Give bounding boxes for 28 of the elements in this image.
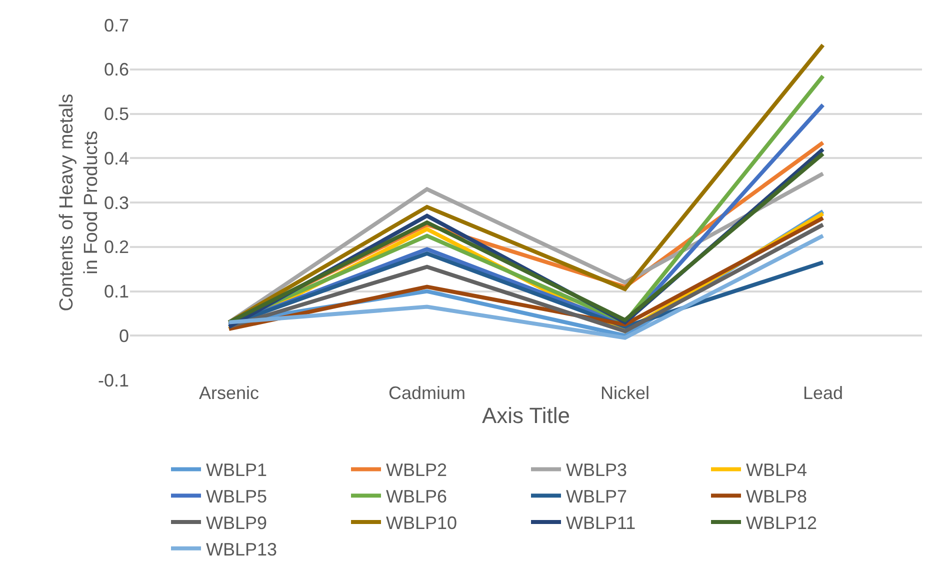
y-tick-label: 0.2 <box>104 237 129 258</box>
y-tick-label: 0.1 <box>104 282 129 302</box>
legend-label: WBLP11 <box>566 513 636 534</box>
legend-label: WBLP8 <box>746 486 808 507</box>
legend-label: WBLP3 <box>566 460 628 480</box>
x-axis-title: Axis Title <box>482 402 570 428</box>
legend-label: WBLP6 <box>386 486 448 507</box>
legend-label: WBLP9 <box>206 513 268 534</box>
y-tick-label: 0.5 <box>104 104 129 124</box>
legend-label: WBLP13 <box>206 539 278 560</box>
x-tick-label: Nickel <box>600 383 650 403</box>
y-tick-label: 0 <box>118 326 129 346</box>
y-tick-label: 0.3 <box>104 192 129 213</box>
legend-label: WBLP2 <box>386 460 448 480</box>
legend-label: WBLP1 <box>206 460 268 480</box>
x-tick-label: Lead <box>802 383 844 403</box>
legend-label: WBLP7 <box>566 486 628 507</box>
y-axis-title: Contents of Heavy metals in Food Products <box>56 94 102 312</box>
y-tick-label: 0.6 <box>104 60 129 80</box>
x-tick-label: Arsenic <box>198 383 260 403</box>
legend-label: WBLP4 <box>746 460 808 480</box>
y-tick-label: 0.7 <box>104 15 129 36</box>
y-tick-label: 0.4 <box>104 148 129 168</box>
x-tick-label: Cadmium <box>388 383 466 403</box>
legend-label: WBLP5 <box>206 486 268 507</box>
legend-label: WBLP12 <box>746 513 818 534</box>
legend-label: WBLP10 <box>386 513 458 534</box>
y-tick-label: -0.1 <box>98 370 129 390</box>
